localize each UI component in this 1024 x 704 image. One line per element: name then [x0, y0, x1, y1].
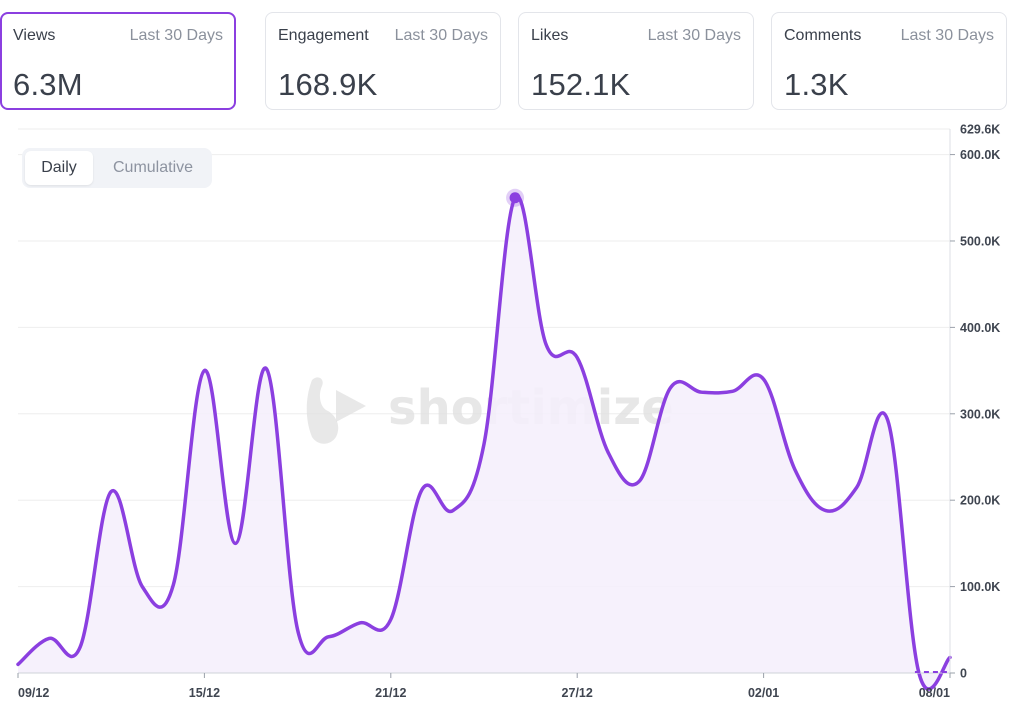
- stat-value: 168.9K: [278, 67, 378, 102]
- y-tick-label: 500.0K: [960, 234, 1000, 248]
- marker-point: [509, 192, 521, 204]
- y-tick-label: 200.0K: [960, 494, 1000, 508]
- y-tick-label: 0: [960, 667, 967, 681]
- stat-period: Last 30 Days: [900, 27, 994, 44]
- chart-axes: 0 100.0K 200.0K 300.0K 400.0K 500.0K 600.0K 629…: [17, 123, 1000, 700]
- stat-card-likes[interactable]: Likes Last 30 Days 152.1K: [518, 12, 754, 110]
- watermark-logo-icon: [306, 377, 366, 444]
- series-area: [18, 196, 950, 690]
- stat-period: Last 30 Days: [647, 27, 741, 44]
- cumulative-toggle-button[interactable]: Cumulative: [112, 159, 194, 176]
- stat-label: Views: [13, 27, 56, 44]
- y-max-label: 629.6K: [960, 123, 1000, 137]
- y-tick-label: 600.0K: [960, 148, 1000, 162]
- stat-value: 152.1K: [531, 67, 631, 102]
- highlight-marker[interactable]: [506, 188, 525, 207]
- stat-label: Engagement: [278, 27, 369, 44]
- stat-card-comments[interactable]: Comments Last 30 Days 1.3K: [771, 12, 1007, 110]
- x-tick-label: 21/12: [375, 686, 406, 700]
- stat-value: 6.3M: [13, 67, 83, 102]
- stat-period: Last 30 Days: [129, 27, 223, 44]
- x-tick-label: 09/12: [18, 686, 49, 700]
- x-tick-label: 08/01: [919, 686, 950, 700]
- daily-toggle-button[interactable]: Daily: [25, 151, 93, 185]
- stat-card-engagement[interactable]: Engagement Last 30 Days 168.9K: [265, 12, 501, 110]
- stat-period: Last 30 Days: [394, 27, 488, 44]
- stat-value: 1.3K: [784, 67, 849, 102]
- x-tick-label: 27/12: [562, 686, 593, 700]
- y-tick-label: 300.0K: [960, 407, 1000, 421]
- series-line: [16, 194, 952, 691]
- stat-card-views[interactable]: Views Last 30 Days 6.3M: [0, 12, 236, 110]
- x-tick-label: 02/01: [748, 686, 779, 700]
- stat-label: Likes: [531, 27, 569, 44]
- y-tick-label: 100.0K: [960, 580, 1000, 594]
- view-mode-toggle: Daily Cumulative: [22, 148, 212, 188]
- x-tick-label: 15/12: [189, 686, 220, 700]
- y-tick-label: 400.0K: [960, 321, 1000, 335]
- stat-label: Comments: [784, 27, 862, 44]
